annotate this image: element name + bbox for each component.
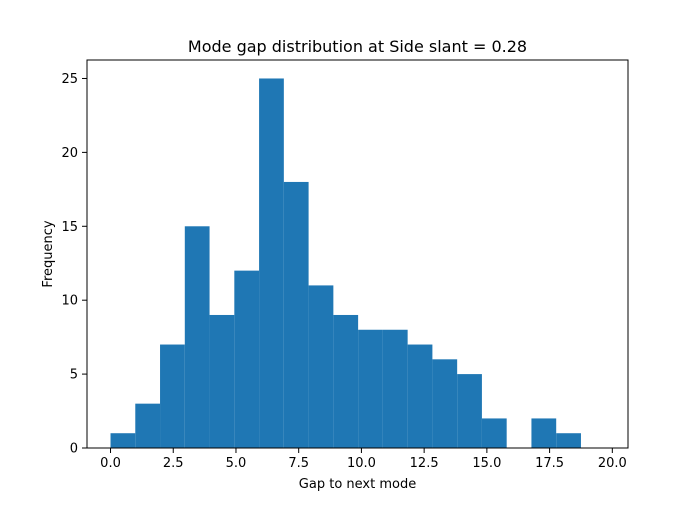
histogram-bar [234, 270, 260, 448]
histogram-bar [457, 374, 482, 448]
histogram-bar [283, 181, 309, 448]
y-tick-label: 0 [70, 442, 78, 457]
x-axis-ticks: 0.0 2.5 5.0 7.5 10.0 12.5 15.0 17.5 20.0 [100, 448, 627, 471]
chart-title: Mode gap distribution at Side slant = 0.… [188, 37, 527, 56]
histogram-bar [432, 359, 458, 448]
x-tick-label: 2.5 [163, 456, 184, 471]
x-tick-label: 0.0 [100, 456, 121, 471]
histogram-bar [135, 403, 161, 448]
histogram-bar [531, 418, 557, 448]
y-tick-label: 25 [61, 72, 78, 87]
plot-frame [86, 59, 629, 449]
x-tick-label: 12.5 [410, 456, 439, 471]
x-tick-label: 17.5 [535, 456, 564, 471]
histogram-bar [259, 78, 284, 448]
x-tick-label: 15.0 [472, 456, 501, 471]
histogram-bar [110, 433, 136, 448]
histogram-bar [556, 433, 581, 448]
x-tick-label: 20.0 [598, 456, 627, 471]
y-tick-label: 20 [61, 146, 78, 161]
histogram-bar [209, 314, 235, 448]
x-axis-label: Gap to next mode [299, 477, 416, 492]
histogram-bar [382, 329, 408, 448]
histogram-bar [333, 314, 359, 448]
y-tick-label: 15 [61, 220, 78, 235]
histogram-bar [407, 344, 433, 448]
y-tick-label: 5 [70, 368, 78, 383]
y-axis-label: Frequency [41, 220, 56, 287]
histogram-bar [481, 418, 507, 448]
y-axis-ticks: 0 5 10 15 20 25 [61, 72, 87, 457]
histogram-bar [160, 344, 185, 448]
histogram-bar [308, 285, 334, 448]
bar-group [110, 78, 581, 448]
x-tick-label: 7.5 [288, 456, 309, 471]
x-tick-label: 10.0 [347, 456, 376, 471]
histogram-bar [358, 329, 383, 448]
x-tick-label: 5.0 [226, 456, 247, 471]
histogram-bar [184, 226, 210, 448]
y-tick-label: 10 [61, 294, 78, 309]
